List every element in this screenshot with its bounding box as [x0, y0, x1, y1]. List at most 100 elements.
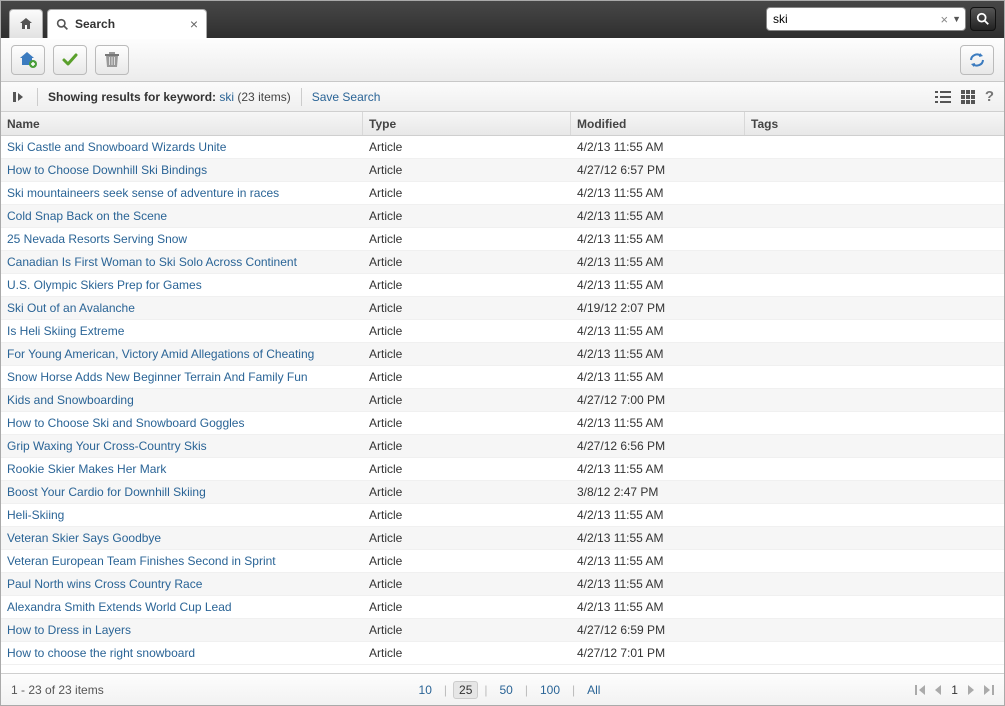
row-modified: 4/2/13 11:55 AM: [571, 209, 745, 223]
row-name[interactable]: Snow Horse Adds New Beginner Terrain And…: [1, 370, 363, 384]
row-type: Article: [363, 163, 571, 177]
approve-button[interactable]: [53, 45, 87, 75]
current-page: 1: [947, 683, 962, 697]
next-page-icon[interactable]: [968, 685, 976, 695]
row-modified: 4/2/13 11:55 AM: [571, 462, 745, 476]
separator: |: [442, 683, 449, 697]
tab-search[interactable]: Search ×: [47, 9, 207, 38]
search-input[interactable]: [771, 11, 940, 27]
row-name[interactable]: Heli-Skiing: [1, 508, 363, 522]
row-name[interactable]: How to Choose Downhill Ski Bindings: [1, 163, 363, 177]
delete-button[interactable]: [95, 45, 129, 75]
clear-icon[interactable]: ×: [940, 12, 948, 27]
row-type: Article: [363, 531, 571, 545]
row-name[interactable]: Veteran Skier Says Goodbye: [1, 531, 363, 545]
row-name[interactable]: For Young American, Victory Amid Allegat…: [1, 347, 363, 361]
row-name[interactable]: Ski mountaineers seek sense of adventure…: [1, 186, 363, 200]
refresh-button[interactable]: [960, 45, 994, 75]
row-modified: 4/2/13 11:55 AM: [571, 347, 745, 361]
table-row[interactable]: How to Choose Ski and Snowboard GogglesA…: [1, 412, 1004, 435]
row-name[interactable]: How to Dress in Layers: [1, 623, 363, 637]
row-name[interactable]: Boost Your Cardio for Downhill Skiing: [1, 485, 363, 499]
table-row[interactable]: Is Heli Skiing ExtremeArticle4/2/13 11:5…: [1, 320, 1004, 343]
table-row[interactable]: Boost Your Cardio for Downhill SkiingArt…: [1, 481, 1004, 504]
page-size-option[interactable]: 100: [534, 681, 566, 699]
row-name[interactable]: Is Heli Skiing Extreme: [1, 324, 363, 338]
row-name[interactable]: Ski Castle and Snowboard Wizards Unite: [1, 140, 363, 154]
row-name[interactable]: Ski Out of an Avalanche: [1, 301, 363, 315]
row-name[interactable]: Paul North wins Cross Country Race: [1, 577, 363, 591]
table-row[interactable]: Kids and SnowboardingArticle4/27/12 7:00…: [1, 389, 1004, 412]
row-name[interactable]: How to choose the right snowboard: [1, 646, 363, 660]
home-button[interactable]: [9, 9, 43, 38]
row-name[interactable]: Veteran European Team Finishes Second in…: [1, 554, 363, 568]
search-icon: [976, 12, 990, 26]
row-type: Article: [363, 416, 571, 430]
row-name[interactable]: Grip Waxing Your Cross-Country Skis: [1, 439, 363, 453]
search-button[interactable]: [970, 7, 996, 31]
page-size-option[interactable]: 50: [494, 681, 519, 699]
table-row[interactable]: Ski Out of an AvalancheArticle4/19/12 2:…: [1, 297, 1004, 320]
col-header-type[interactable]: Type: [363, 112, 571, 135]
row-modified: 4/2/13 11:55 AM: [571, 232, 745, 246]
row-name[interactable]: Alexandra Smith Extends World Cup Lead: [1, 600, 363, 614]
table-row[interactable]: Grip Waxing Your Cross-Country SkisArtic…: [1, 435, 1004, 458]
tab-close-icon[interactable]: ×: [190, 17, 198, 31]
table-row[interactable]: For Young American, Victory Amid Allegat…: [1, 343, 1004, 366]
tab-title: Search: [75, 17, 184, 31]
row-type: Article: [363, 370, 571, 384]
page-size-option[interactable]: 10: [413, 681, 438, 699]
table-row[interactable]: Ski mountaineers seek sense of adventure…: [1, 182, 1004, 205]
row-name[interactable]: U.S. Olympic Skiers Prep for Games: [1, 278, 363, 292]
prev-page-icon[interactable]: [933, 685, 941, 695]
save-search-link[interactable]: Save Search: [312, 90, 381, 104]
row-modified: 4/2/13 11:55 AM: [571, 600, 745, 614]
row-name[interactable]: Canadian Is First Woman to Ski Solo Acro…: [1, 255, 363, 269]
row-type: Article: [363, 508, 571, 522]
table-row[interactable]: Alexandra Smith Extends World Cup LeadAr…: [1, 596, 1004, 619]
table-row[interactable]: Ski Castle and Snowboard Wizards UniteAr…: [1, 136, 1004, 159]
table-row[interactable]: How to Choose Downhill Ski BindingsArtic…: [1, 159, 1004, 182]
separator: [301, 88, 302, 106]
row-name[interactable]: 25 Nevada Resorts Serving Snow: [1, 232, 363, 246]
table-row[interactable]: U.S. Olympic Skiers Prep for GamesArticl…: [1, 274, 1004, 297]
table-row[interactable]: Snow Horse Adds New Beginner Terrain And…: [1, 366, 1004, 389]
row-modified: 4/27/12 6:57 PM: [571, 163, 745, 177]
row-name[interactable]: Cold Snap Back on the Scene: [1, 209, 363, 223]
table-row[interactable]: Rookie Skier Makes Her MarkArticle4/2/13…: [1, 458, 1004, 481]
add-home-button[interactable]: [11, 45, 45, 75]
table-row[interactable]: How to choose the right snowboardArticle…: [1, 642, 1004, 665]
col-header-tags[interactable]: Tags: [745, 112, 1004, 135]
table-row[interactable]: Cold Snap Back on the SceneArticle4/2/13…: [1, 205, 1004, 228]
refresh-icon: [968, 51, 986, 69]
row-type: Article: [363, 462, 571, 476]
table-row[interactable]: Paul North wins Cross Country RaceArticl…: [1, 573, 1004, 596]
page-size-option[interactable]: All: [581, 681, 606, 699]
table-row[interactable]: 25 Nevada Resorts Serving SnowArticle4/2…: [1, 228, 1004, 251]
first-page-icon[interactable]: [915, 685, 927, 695]
row-name[interactable]: How to Choose Ski and Snowboard Goggles: [1, 416, 363, 430]
row-modified: 4/2/13 11:55 AM: [571, 186, 745, 200]
row-modified: 4/2/13 11:55 AM: [571, 577, 745, 591]
table-row[interactable]: How to Dress in LayersArticle4/27/12 6:5…: [1, 619, 1004, 642]
col-header-name[interactable]: Name: [1, 112, 363, 135]
row-modified: 4/2/13 11:55 AM: [571, 140, 745, 154]
list-view-icon[interactable]: [935, 90, 951, 104]
page-size-option[interactable]: 25: [453, 681, 478, 699]
collapse-icon[interactable]: [11, 91, 27, 103]
help-icon[interactable]: ?: [985, 88, 994, 105]
row-name[interactable]: Kids and Snowboarding: [1, 393, 363, 407]
table-row[interactable]: Heli-SkiingArticle4/2/13 11:55 AM: [1, 504, 1004, 527]
table-row[interactable]: Veteran European Team Finishes Second in…: [1, 550, 1004, 573]
table-row[interactable]: Veteran Skier Says GoodbyeArticle4/2/13 …: [1, 527, 1004, 550]
grid-body: Ski Castle and Snowboard Wizards UniteAr…: [1, 136, 1004, 673]
col-header-modified[interactable]: Modified: [571, 112, 745, 135]
row-modified: 4/27/12 7:00 PM: [571, 393, 745, 407]
pager: 1 - 23 of 23 items 10|25|50|100|All 1: [1, 673, 1004, 705]
search-dropdown-icon[interactable]: ▼: [952, 14, 961, 24]
last-page-icon[interactable]: [982, 685, 994, 695]
row-modified: 3/8/12 2:47 PM: [571, 485, 745, 499]
row-name[interactable]: Rookie Skier Makes Her Mark: [1, 462, 363, 476]
table-row[interactable]: Canadian Is First Woman to Ski Solo Acro…: [1, 251, 1004, 274]
grid-view-icon[interactable]: [961, 90, 975, 104]
